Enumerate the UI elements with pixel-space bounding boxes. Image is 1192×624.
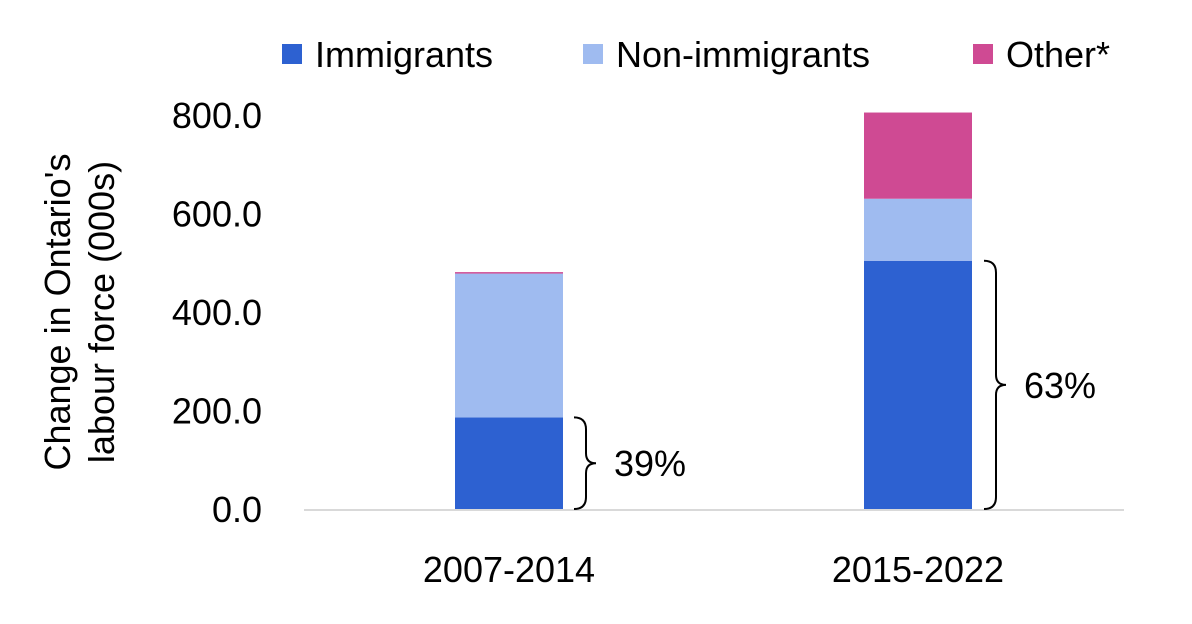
y-tick-label: 600.0 xyxy=(172,194,262,235)
x-axis-ticks: 2007-2014 2015-2022 xyxy=(423,549,1004,590)
bar-segment xyxy=(864,112,972,199)
y-tick-label: 400.0 xyxy=(172,292,262,333)
legend-label: Immigrants xyxy=(315,34,493,75)
bar-segment xyxy=(455,272,563,274)
annotation-label: 63% xyxy=(1024,365,1096,406)
legend-swatch xyxy=(583,44,603,64)
legend-swatch xyxy=(282,44,302,64)
y-tick-label: 200.0 xyxy=(172,391,262,432)
bar-segment xyxy=(864,260,972,509)
legend-label: Non-immigrants xyxy=(616,34,870,75)
bar-segment xyxy=(455,417,563,509)
bar-segment xyxy=(455,273,563,418)
y-axis-ticks: 0.0 200.0 400.0 600.0 800.0 xyxy=(172,95,262,530)
y-tick-label: 800.0 xyxy=(172,95,262,136)
legend: Immigrants Non-immigrants Other* xyxy=(282,34,1110,75)
y-axis-label-line: Change in Ontario's xyxy=(37,153,78,470)
x-tick-label: 2015-2022 xyxy=(832,549,1004,590)
x-tick-label: 2007-2014 xyxy=(423,549,595,590)
annotations: 39% 63% xyxy=(573,259,1096,510)
y-axis-label-line: labour force (000s) xyxy=(81,161,122,463)
legend-swatch xyxy=(973,44,993,64)
legend-label: Other* xyxy=(1006,34,1110,75)
brace xyxy=(983,259,1007,510)
y-axis-label: Change in Ontario's labour force (000s) xyxy=(37,153,122,470)
y-tick-label: 0.0 xyxy=(212,489,262,530)
annotation-label: 39% xyxy=(614,443,686,484)
bar-segment xyxy=(864,198,972,261)
brace xyxy=(573,416,597,510)
bars xyxy=(455,112,972,509)
